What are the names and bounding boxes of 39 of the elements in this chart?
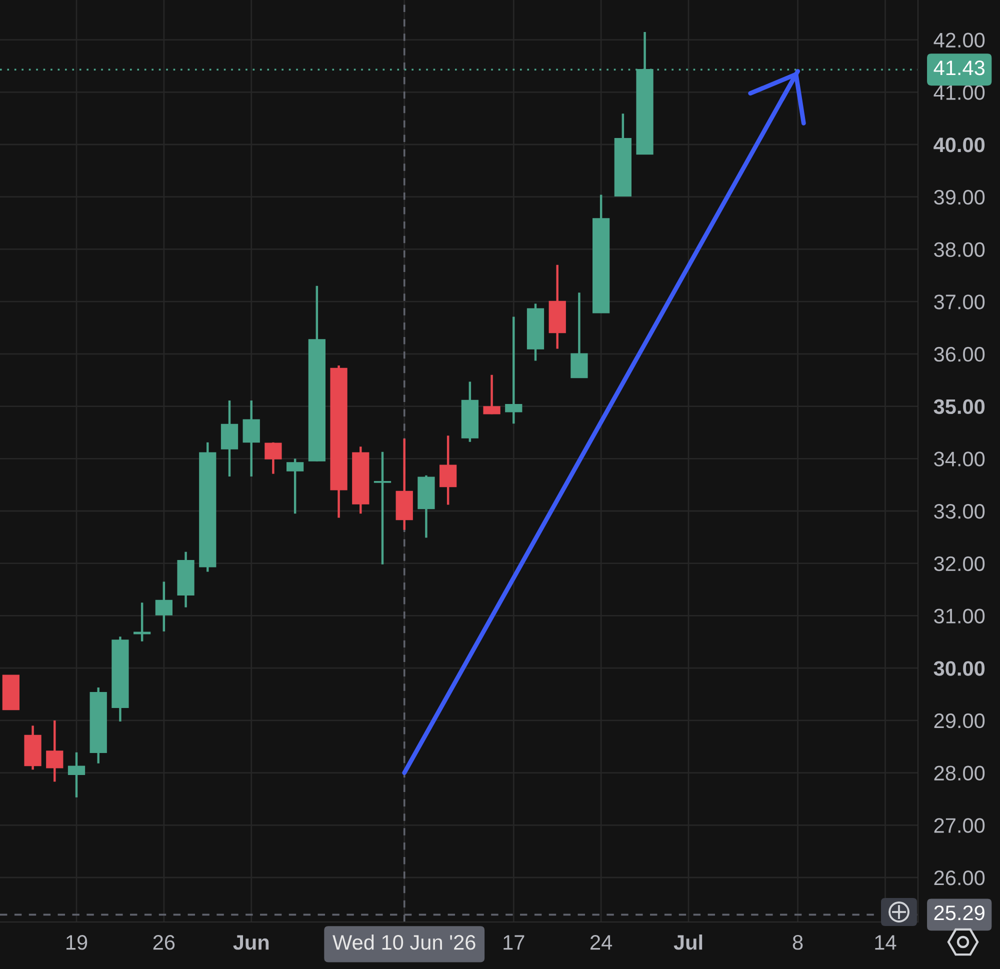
y-tick-label: 39.00 — [934, 190, 985, 205]
candlestick — [155, 580, 172, 633]
x-tick-label: Wed 10 Jun '26 — [332, 934, 476, 950]
candlestick — [440, 434, 457, 506]
y-tick-label: 26.00 — [934, 870, 985, 886]
x-tick-label: 24 — [590, 935, 612, 950]
candlestick — [286, 458, 304, 515]
x-tick-label: 19 — [66, 935, 88, 950]
y-tick-label: 40.00 — [934, 138, 985, 152]
ref-line-label: 41.43 — [934, 60, 984, 76]
x-tick-label: 26 — [153, 935, 175, 950]
y-tick-label: 42.00 — [934, 32, 985, 48]
y-tick-label: 38.00 — [934, 242, 985, 257]
y-tick-label: 30.00 — [934, 661, 985, 676]
x-tick-label: 14 — [875, 935, 896, 950]
y-tick-label: 33.00 — [934, 504, 985, 519]
y-tick-label: 27.00 — [934, 818, 985, 833]
y-tick-label: 36.00 — [934, 346, 985, 362]
candlestick — [570, 292, 588, 379]
x-tick-label: Jul — [674, 934, 702, 950]
x-tick-label: Jun — [233, 935, 269, 950]
y-tick-label: 35.00 — [934, 399, 985, 414]
candlestick — [242, 399, 260, 478]
candlestick — [374, 450, 392, 566]
y-tick-label: 32.00 — [934, 556, 985, 572]
y-tick-label: 41.00 — [934, 85, 985, 100]
y-tick-label: 37.00 — [934, 294, 985, 310]
candlestick — [483, 374, 500, 416]
x-tick-label: 17 — [504, 935, 524, 950]
x-tick-label: 8 — [792, 935, 803, 950]
y-tick-label: 34.00 — [934, 452, 985, 466]
y-tick-label: 31.00 — [934, 608, 985, 624]
candlestick — [505, 316, 522, 425]
candlestick — [264, 441, 282, 475]
y-tick-label: 29.00 — [934, 713, 985, 728]
ref-line-label: 25.29 — [934, 906, 984, 920]
candlestick — [46, 719, 64, 783]
y-tick-label: 28.00 — [934, 766, 985, 781]
candlestick — [68, 751, 86, 798]
